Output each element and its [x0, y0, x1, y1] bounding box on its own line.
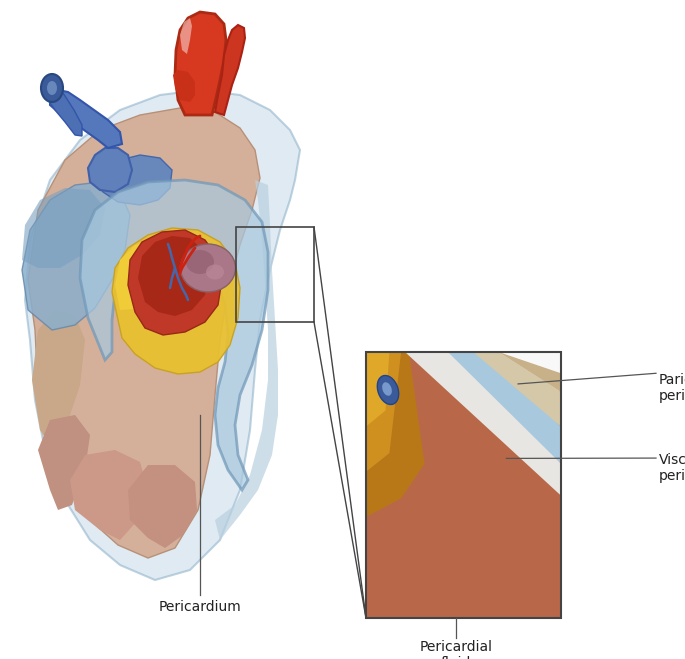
- Polygon shape: [366, 352, 401, 472]
- Polygon shape: [175, 12, 226, 115]
- Polygon shape: [22, 188, 105, 268]
- Ellipse shape: [382, 382, 392, 396]
- Polygon shape: [80, 180, 268, 490]
- Polygon shape: [366, 352, 425, 517]
- Text: Pericardium: Pericardium: [159, 600, 241, 614]
- Text: Pericardial
fluid: Pericardial fluid: [419, 640, 493, 659]
- Ellipse shape: [377, 376, 399, 405]
- Polygon shape: [453, 352, 561, 426]
- Polygon shape: [499, 352, 561, 392]
- Bar: [236, 227, 314, 322]
- Ellipse shape: [206, 264, 224, 279]
- Text: Parietal
pericardium: Parietal pericardium: [659, 373, 685, 403]
- Polygon shape: [428, 352, 561, 464]
- Polygon shape: [88, 148, 132, 192]
- Polygon shape: [180, 18, 192, 54]
- Polygon shape: [479, 352, 561, 392]
- Polygon shape: [128, 465, 197, 548]
- Polygon shape: [95, 155, 172, 205]
- Polygon shape: [173, 70, 195, 102]
- Polygon shape: [38, 415, 90, 510]
- Bar: [366, 352, 561, 618]
- Bar: [366, 352, 561, 618]
- Polygon shape: [25, 90, 300, 580]
- Polygon shape: [70, 450, 148, 540]
- Polygon shape: [405, 352, 561, 496]
- Polygon shape: [215, 180, 278, 540]
- Polygon shape: [32, 310, 85, 445]
- Polygon shape: [138, 236, 210, 316]
- Polygon shape: [128, 230, 222, 335]
- Polygon shape: [487, 352, 561, 373]
- Text: Visceral
pericardium: Visceral pericardium: [659, 453, 685, 483]
- Ellipse shape: [47, 81, 57, 95]
- Polygon shape: [50, 90, 122, 148]
- Polygon shape: [22, 182, 130, 330]
- Polygon shape: [28, 108, 260, 558]
- Polygon shape: [112, 228, 240, 374]
- Ellipse shape: [41, 74, 63, 102]
- Polygon shape: [215, 25, 245, 115]
- Ellipse shape: [186, 250, 214, 274]
- Ellipse shape: [181, 244, 236, 292]
- Polygon shape: [366, 352, 389, 426]
- Polygon shape: [42, 82, 82, 136]
- Polygon shape: [115, 238, 205, 310]
